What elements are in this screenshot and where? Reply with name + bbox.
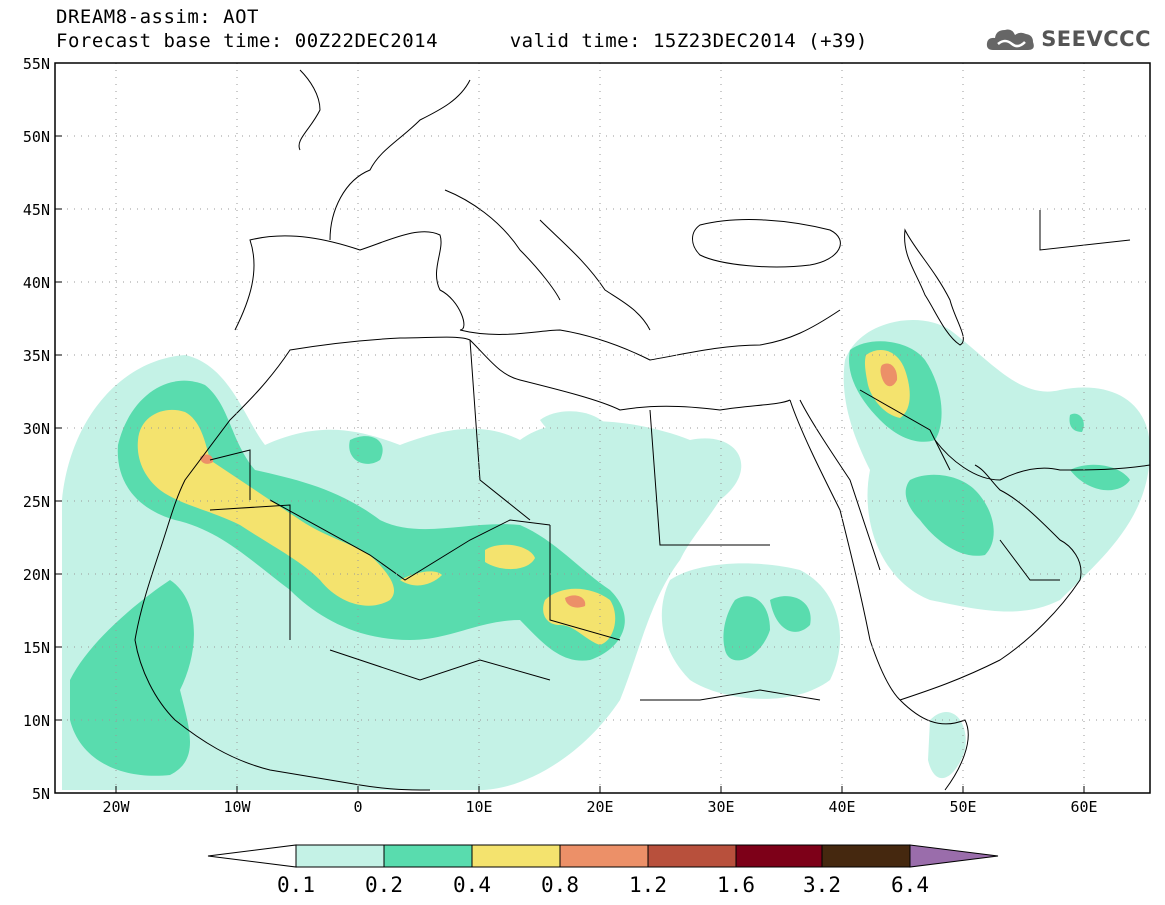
time-info: Forecast base time: 00Z22DEC2014 valid t… [56, 30, 868, 52]
lat-label: 5N [32, 785, 50, 803]
lat-label: 55N [23, 55, 50, 73]
lon-labels: 20W 10W 0 10E 20E 30E 40E 50E 60E [102, 798, 1097, 816]
legend-label: 1.6 [717, 873, 755, 897]
lat-label: 30N [23, 420, 50, 438]
legend-label: 0.1 [277, 873, 315, 897]
graticule [60, 63, 1150, 793]
legend-label: 0.2 [365, 873, 403, 897]
legend-swatch [559, 844, 649, 868]
aot-level-0.8 [200, 363, 898, 608]
lat-labels: 55N 50N 45N 40N 35N 30N 25N 20N 15N 10N … [23, 55, 50, 803]
legend-arrow-left [207, 844, 297, 868]
legend-labels: 0.1 0.2 0.4 0.8 1.2 1.6 3.2 6.4 [277, 873, 929, 897]
legend-label: 1.2 [629, 873, 667, 897]
aot-contours [62, 320, 1150, 790]
lon-label: 0 [353, 798, 362, 816]
lon-label: 10E [465, 798, 492, 816]
seevccc-logo: SEEVCCC [985, 24, 1151, 54]
lon-label: 40E [828, 798, 855, 816]
legend-label: 3.2 [803, 873, 841, 897]
lon-label: 60E [1070, 798, 1097, 816]
legend-arrow-right [909, 844, 999, 868]
cloud-icon [987, 29, 1035, 50]
lat-label: 25N [23, 493, 50, 511]
lat-label: 40N [23, 274, 50, 292]
logo-text: SEEVCCC [1041, 27, 1151, 51]
lon-label: 20W [102, 798, 130, 816]
lat-label: 20N [23, 566, 50, 584]
lat-label: 45N [23, 201, 50, 219]
legend-label: 6.4 [891, 873, 929, 897]
legend-swatch [383, 844, 473, 868]
legend-label: 0.4 [453, 873, 491, 897]
legend-swatch [471, 844, 561, 868]
valid-time: valid time: 15Z23DEC2014 (+39) [509, 30, 868, 52]
lat-label: 10N [23, 712, 50, 730]
legend-swatch [295, 844, 385, 868]
lon-label: 20E [586, 798, 613, 816]
lat-label: 35N [23, 347, 50, 365]
lon-label: 30E [707, 798, 734, 816]
ticks [55, 62, 1085, 793]
lon-label: 50E [949, 798, 976, 816]
legend-colorbar [207, 844, 999, 868]
lat-label: 15N [23, 639, 50, 657]
base-time: Forecast base time: 00Z22DEC2014 [56, 30, 439, 52]
legend-label: 0.8 [541, 873, 579, 897]
legend-swatch [647, 844, 737, 868]
legend-swatch [821, 844, 911, 868]
lat-label: 50N [23, 128, 50, 146]
map-title: DREAM8-assim: AOT [56, 6, 259, 28]
legend-swatch [735, 844, 823, 868]
lon-label: 10W [223, 798, 251, 816]
